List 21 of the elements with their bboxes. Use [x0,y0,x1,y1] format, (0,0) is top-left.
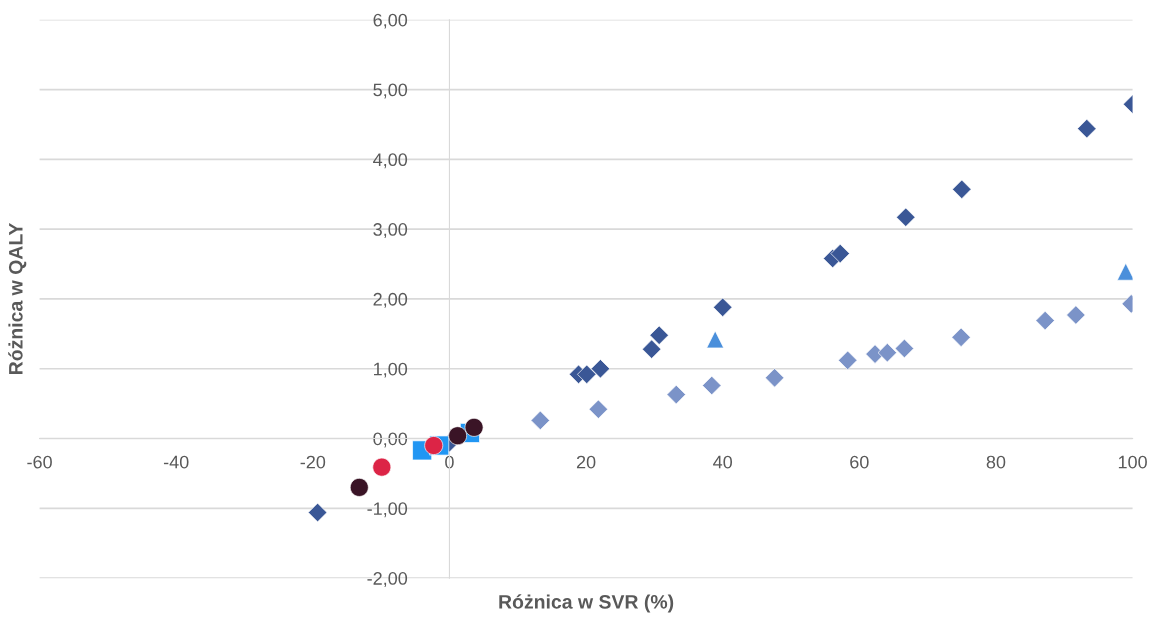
x-tick-label: 20 [576,455,596,469]
y-tick-label: -1,00 [367,502,408,518]
x-tick-label: 40 [713,455,733,469]
point [590,359,611,379]
x-tick-label: 80 [986,455,1006,469]
x-tick-label: -20 [300,455,326,469]
y-axis-title: Różnica w QALY [8,222,27,374]
y-tick-label: 4,00 [373,153,408,169]
y-tick-label: 3,00 [373,223,408,238]
y-tick-label: 5,00 [373,83,408,99]
y-tick-label: 6,00 [373,13,408,29]
x-tick-label: 0 [445,455,454,469]
x-tick-label: 60 [850,455,869,469]
x-tick-label: -60 [27,455,52,469]
x-axis-title: Różnica w SVR (%) [499,594,674,613]
y-tick-label: 2,00 [373,292,408,308]
x-tick-label: -40 [163,455,189,469]
y-tick-label: -2,00 [367,572,408,587]
point [464,417,484,437]
x-tick-label: 100 [1118,455,1147,469]
y-tick-label: 1,00 [374,362,408,378]
